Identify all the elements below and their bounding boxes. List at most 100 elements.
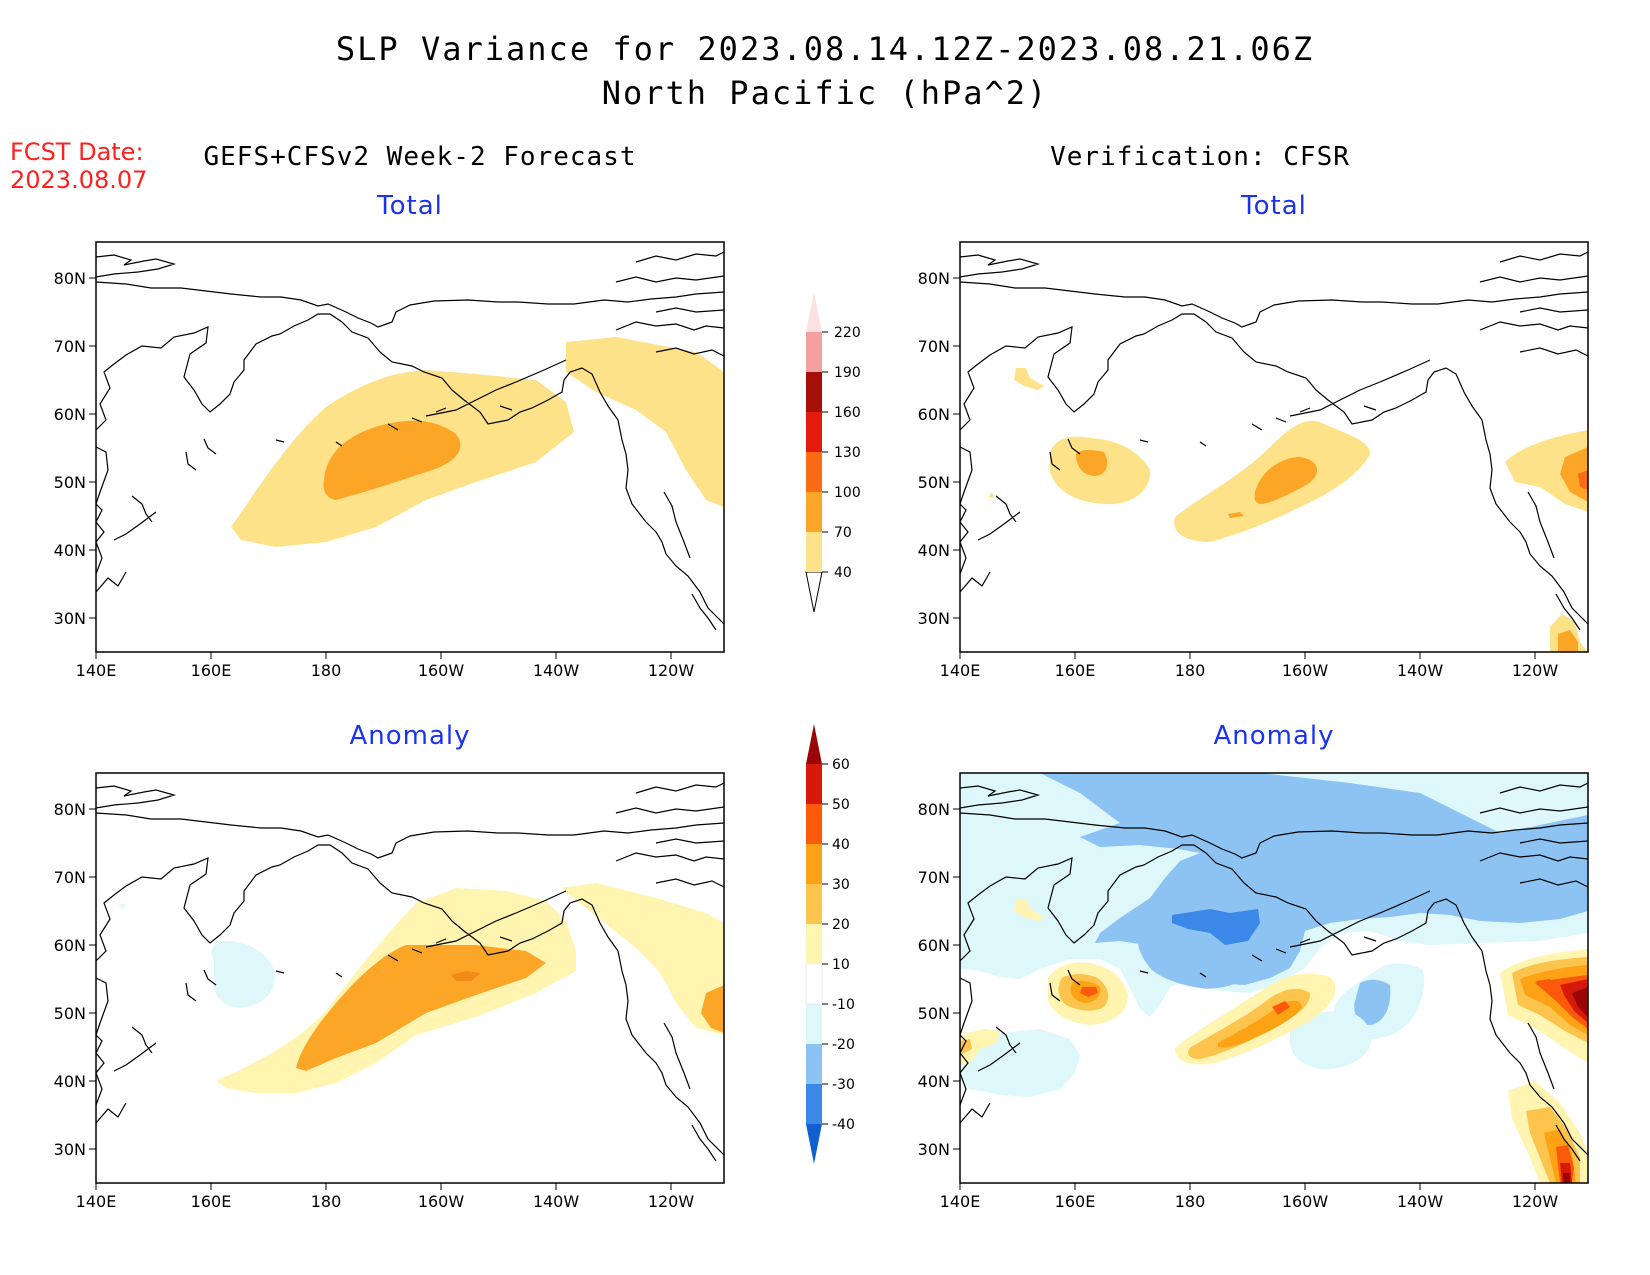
frame-forecast-anomaly (88, 772, 725, 1191)
y-tick-label: 80N (54, 269, 86, 288)
x-tick-label: 160W (418, 661, 465, 680)
forecast-anomaly-map (96, 773, 724, 1183)
colorbar-anomaly-swatch (806, 884, 822, 924)
x-tick-label: 140W (1397, 1192, 1444, 1211)
colorbar-anomaly-label: -20 (832, 1037, 855, 1053)
colorbar-anomaly-label: -40 (832, 1117, 855, 1133)
x-tick-label: 140E (940, 661, 981, 680)
x-tick-label: 180 (311, 661, 342, 680)
frame-forecast-total (88, 241, 725, 660)
y-tick-label: 40N (54, 1072, 86, 1091)
x-tick-label: 120W (1512, 1192, 1559, 1211)
colorbar-total-swatch (806, 492, 822, 532)
y-tick-label: 70N (54, 337, 86, 356)
y-tick-label: 60N (918, 936, 950, 955)
y-tick-label: 70N (918, 337, 950, 356)
y-tick-label: 40N (918, 1072, 950, 1091)
x-tick-label: 160E (191, 661, 232, 680)
title-line2: North Pacific (hPa^2) (601, 74, 1049, 112)
y-tick-label: 80N (54, 800, 86, 819)
x-tick-label: 160W (418, 1192, 465, 1211)
x-tick-label: 120W (648, 1192, 695, 1211)
x-tick-label: 160W (1282, 661, 1329, 680)
colorbar-total-swatch (806, 332, 822, 372)
frame-verification-total (952, 241, 1589, 660)
y-tick-label: 30N (54, 1140, 86, 1159)
colorbar-anomaly-swatch (806, 764, 822, 804)
x-tick-label: 120W (648, 661, 695, 680)
forecast-total-map (96, 242, 724, 652)
x-tick-label: 140W (533, 1192, 580, 1211)
colorbar-total-swatch (806, 372, 822, 412)
colorbar-anomaly-swatch (806, 844, 822, 884)
colorbar-total-label: 40 (834, 565, 852, 581)
frame-verification-anomaly (952, 772, 1589, 1191)
y-tick-label: 40N (918, 541, 950, 560)
colorbar-total-upper-tip (806, 292, 822, 332)
y-tick-label: 40N (54, 541, 86, 560)
colorbar-anomaly-label: 60 (832, 757, 850, 773)
x-tick-label: 160E (1055, 1192, 1096, 1211)
verification-anomaly-heading: Anomaly (1213, 721, 1335, 751)
y-tick-label: 70N (54, 868, 86, 887)
colorbar-anomaly-label: 20 (832, 917, 850, 933)
colorbar-anomaly-label: 50 (832, 797, 850, 813)
colorbar-anomaly-label: -30 (832, 1077, 855, 1093)
y-tick-label: 30N (54, 609, 86, 628)
x-tick-label: 180 (1175, 1192, 1206, 1211)
y-tick-label: 70N (918, 868, 950, 887)
x-tick-label: 160W (1282, 1192, 1329, 1211)
y-tick-label: 80N (918, 800, 950, 819)
y-tick-label: 30N (918, 609, 950, 628)
y-tick-label: 50N (918, 1004, 950, 1023)
title-line1: SLP Variance for 2023.08.14.12Z-2023.08.… (335, 30, 1315, 68)
colorbar-total-label: 100 (834, 485, 861, 501)
y-tick-label: 80N (918, 269, 950, 288)
colorbar-anomaly-swatch (806, 804, 822, 844)
colorbar-total: 40 70 100 130 160 190 220 (805, 292, 861, 613)
forecast-total-heading: Total (377, 191, 443, 221)
colorbar-anomaly: -40 -30 -20 -10 10 20 30 40 50 60 (805, 724, 855, 1164)
colorbar-anomaly-label: 30 (832, 877, 850, 893)
y-tick-label: 50N (918, 473, 950, 492)
colorbar-anomaly-label: 10 (832, 957, 850, 973)
colorbar-total-swatch (806, 452, 822, 492)
x-tick-label: 140E (76, 1192, 117, 1211)
y-tick-label: 50N (54, 1004, 86, 1023)
colorbar-anomaly-lower-tip (806, 1124, 822, 1164)
colorbar-total-label: 220 (834, 325, 861, 341)
verification-total-map (960, 242, 1588, 652)
verification-column-heading: Verification: CFSR (1050, 142, 1350, 172)
x-tick-label: 180 (1175, 661, 1206, 680)
x-tick-label: 140W (1397, 661, 1444, 680)
colorbar-total-label: 190 (834, 365, 861, 381)
colorbar-total-lower-tip (805, 571, 823, 613)
x-tick-label: 140E (76, 661, 117, 680)
colorbar-total-swatch (806, 412, 822, 452)
verification-anomaly-map (960, 773, 1588, 1183)
y-tick-label: 60N (918, 405, 950, 424)
colorbar-anomaly-swatch (806, 1044, 822, 1084)
forecast-anomaly-heading: Anomaly (349, 721, 471, 751)
colorbar-total-label: 130 (834, 445, 861, 461)
y-tick-label: 30N (918, 1140, 950, 1159)
colorbar-total-swatch (806, 532, 822, 572)
y-tick-label: 60N (54, 936, 86, 955)
colorbar-anomaly-upper-tip (806, 724, 822, 764)
x-tick-label: 140E (940, 1192, 981, 1211)
x-tick-label: 160E (191, 1192, 232, 1211)
colorbar-anomaly-label: 40 (832, 837, 850, 853)
y-tick-label: 50N (54, 473, 86, 492)
colorbar-anomaly-swatch (806, 924, 822, 964)
axis-tick-labels: 140E 160E 180 160W 140W 120W 80N 70N 60N 50N 40N 30… (54, 269, 1559, 1211)
x-tick-label: 160E (1055, 661, 1096, 680)
forecast-column-heading: GEFS+CFSv2 Week-2 Forecast (203, 142, 637, 172)
y-tick-label: 60N (54, 405, 86, 424)
forecast-date-value: 2023.08.07 (10, 166, 148, 194)
colorbar-total-label: 160 (834, 405, 861, 421)
x-tick-label: 180 (311, 1192, 342, 1211)
colorbar-anomaly-label: -10 (832, 997, 855, 1013)
colorbar-anomaly-swatch (806, 1084, 822, 1124)
colorbar-total-label: 70 (834, 525, 852, 541)
